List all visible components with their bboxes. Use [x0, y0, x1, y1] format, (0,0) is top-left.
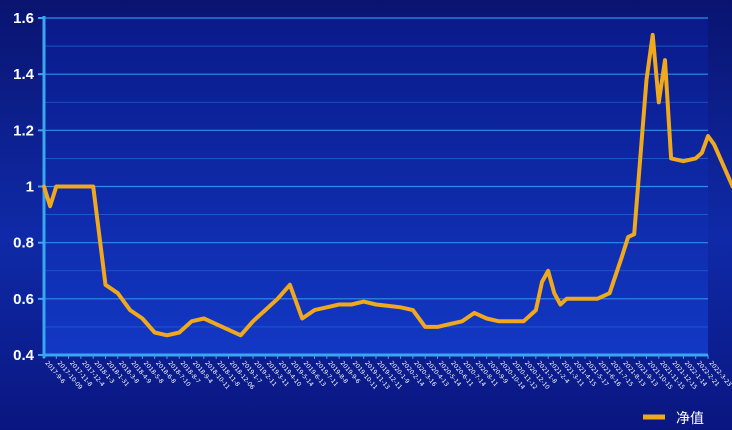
y-tick-label: 0.4 [13, 347, 35, 364]
y-tick-label: 1 [26, 179, 34, 196]
legend-label-jingzhi: 净值 [676, 411, 704, 427]
legend: 净值 [643, 411, 704, 427]
y-tick-label: 1.2 [13, 122, 34, 139]
series-line-0 [42, 32, 732, 338]
y-tick-label: 0.8 [13, 235, 34, 252]
y-tick-label: 1.4 [13, 66, 35, 83]
y-tick-label: 1.6 [13, 10, 34, 27]
y-tick-label: 0.6 [13, 291, 34, 308]
